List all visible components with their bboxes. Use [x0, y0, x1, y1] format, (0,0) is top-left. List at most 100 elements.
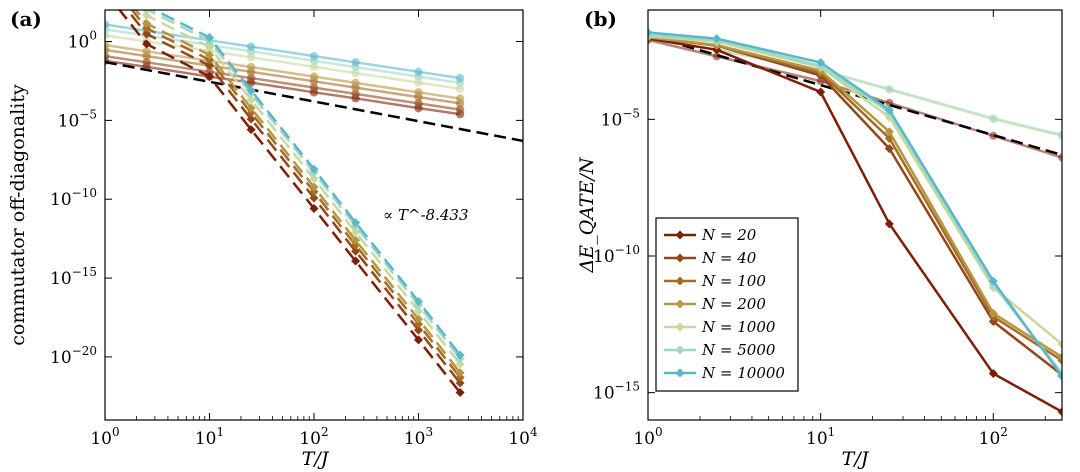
series-a-slow-line-3	[105, 43, 461, 100]
panel-b-x-tick-label-0: 100	[633, 425, 662, 449]
series-a-fast-line-0	[118, 10, 462, 394]
legend-marker-5	[675, 345, 685, 355]
series-a-fast-point-0-5	[351, 256, 361, 266]
legend-marker-3	[675, 299, 685, 309]
series-a-slow-point-6-7	[455, 73, 465, 83]
series-b-point-3-5	[1057, 352, 1062, 362]
legend-marker-2	[675, 276, 685, 286]
panel-b-x-ticks: 100 101 102	[633, 10, 1046, 449]
legend-label-4: N = 1000	[701, 318, 776, 336]
series-a-fast-point-1-4	[309, 193, 319, 203]
series-a-fast-point-1-3	[246, 114, 256, 124]
panel-b-y-axis-title: ΔE_QATE/N	[576, 156, 598, 273]
legend-marker-6	[675, 368, 685, 378]
series-a-slow-line-4	[105, 34, 461, 91]
series-a-slow-point-6-6	[414, 67, 423, 77]
series-a-slow-line-0	[105, 59, 461, 116]
series-a-slow-point-3-0	[105, 40, 110, 50]
series-a-slow-point-1-3	[246, 73, 256, 83]
series-a-slow-point-4-6	[414, 78, 423, 87]
series-b-point-6-3	[884, 105, 894, 115]
series-b-point-0-5	[1057, 407, 1062, 417]
series-a-fast-point-0-3	[246, 125, 256, 135]
series-a-fast-point-2-3	[246, 108, 256, 118]
series-b-point-6-4	[988, 276, 998, 286]
series-a-fast-point-4-4	[309, 174, 319, 184]
series-b-faded-point-0-5	[1058, 153, 1062, 162]
series-a-fast-point-2-2	[205, 55, 214, 65]
series-b-point-4-5	[1057, 339, 1062, 349]
series-a-fast-point-0-4	[309, 203, 319, 213]
series-a-fast-point-3-5	[351, 235, 361, 245]
panel-a-annotation: ∝ T^-8.433	[383, 206, 469, 224]
series-a-fast-point-6-4	[309, 164, 319, 174]
series-a-slow-line-6	[105, 23, 461, 80]
panel-a-series-layer	[105, 10, 523, 398]
panel-a-y-tick-label-2: 10−10	[50, 186, 97, 210]
series-a-fast-point-0-6	[414, 335, 423, 345]
series-a-fast-point-6-5	[351, 218, 361, 228]
series-a-fast-point-4-2	[205, 42, 214, 52]
panel-a-y-tick-label-3: 10−15	[50, 265, 97, 289]
series-a-fast-point-1-1	[142, 29, 152, 39]
panel-a-x-axis-title: T/J	[302, 448, 330, 470]
panel-a-label: (a)	[10, 7, 42, 31]
series-a-fast-point-3-6	[414, 314, 423, 324]
series-a-fast-point-2-5	[351, 240, 361, 250]
series-a-fast-point-1-7	[455, 378, 465, 388]
series-a-slow-point-3-5	[351, 78, 360, 88]
legend-label-0: N = 20	[701, 226, 757, 244]
series-a-fast-point-6-1	[146, 10, 148, 11]
panel-b-y-tick-label-2: 10−15	[593, 380, 640, 404]
panel-b-y-tick-label-1: 10−10	[593, 243, 640, 267]
panel-a-y-tick-label-0: 100	[68, 29, 97, 53]
panel-b: (b) 100 101 102 10−5 10−10 10−15 T/J ΔE_QATE…	[576, 7, 1063, 470]
panel-a-y-tick-label-1: 10−5	[58, 107, 97, 131]
series-a-fast-line-5	[145, 10, 462, 360]
panel-a-x-tick-label-3: 103	[404, 425, 433, 449]
panel-b-y-tick-label-0: 10−5	[601, 106, 640, 130]
series-a-slow-point-1-2	[205, 67, 214, 77]
series-a-fast-point-3-3	[246, 103, 256, 113]
series-b-point-0-3	[884, 219, 894, 229]
legend-label-2: N = 100	[701, 272, 766, 290]
series-a-fast-point-2-6	[414, 319, 423, 329]
series-a-slow-point-1-1	[142, 58, 151, 67]
series-b-faded-point-2-5	[1058, 130, 1062, 139]
series-a-slow-point-1-4	[309, 83, 319, 92]
series-a-slow-point-6-3	[246, 42, 256, 51]
series-b-point-1-3	[884, 144, 894, 154]
series-a-fast-point-1-5	[351, 246, 361, 256]
series-a-fast-point-1-6	[414, 325, 423, 335]
legend-label-6: N = 10000	[701, 364, 785, 382]
panel-a-x-tick-label-0: 100	[90, 425, 119, 449]
series-b-faded-point-2-4	[989, 114, 998, 123]
series-a-slow-point-3-3	[246, 62, 256, 72]
panel-a: (a) 100 101 102 103 104 100 10−5 10−10 10−15 10−…	[7, 7, 538, 470]
series-b-line-3	[648, 36, 1062, 359]
series-a-fast-point-5-1	[142, 10, 151, 14]
panel-b-x-axis-title: T/J	[842, 448, 870, 470]
series-a-fast-line-3	[134, 10, 462, 374]
series-a-fast-line-1	[125, 10, 462, 384]
panel-a-x-tick-label-2: 102	[299, 425, 328, 449]
legend-marker-0	[675, 230, 685, 240]
panel-b-plot-area	[647, 9, 1063, 421]
series-a-fast-point-3-1	[142, 18, 152, 28]
series-a-fast-point-6-3	[246, 85, 256, 95]
series-a-slow-point-3-4	[309, 72, 319, 81]
panel-b-x-tick-label-2: 102	[979, 425, 1008, 449]
series-a-slow-point-4-3	[246, 53, 256, 62]
series-a-fast-line-2	[130, 10, 462, 379]
series-b-point-3-3	[884, 127, 894, 137]
panel-b-series-layer	[648, 28, 1062, 417]
series-a-slow-line-2	[105, 48, 461, 105]
series-a-fast-point-3-2	[205, 50, 214, 60]
series-a-slow-point-6-4	[309, 51, 319, 61]
series-a-slow-point-6-5	[351, 58, 360, 67]
legend-label-1: N = 40	[701, 249, 757, 267]
series-a-fast-point-6-6	[414, 296, 423, 306]
series-b-line-0	[648, 37, 1062, 413]
series-a-slow-point-3-1	[142, 47, 151, 56]
